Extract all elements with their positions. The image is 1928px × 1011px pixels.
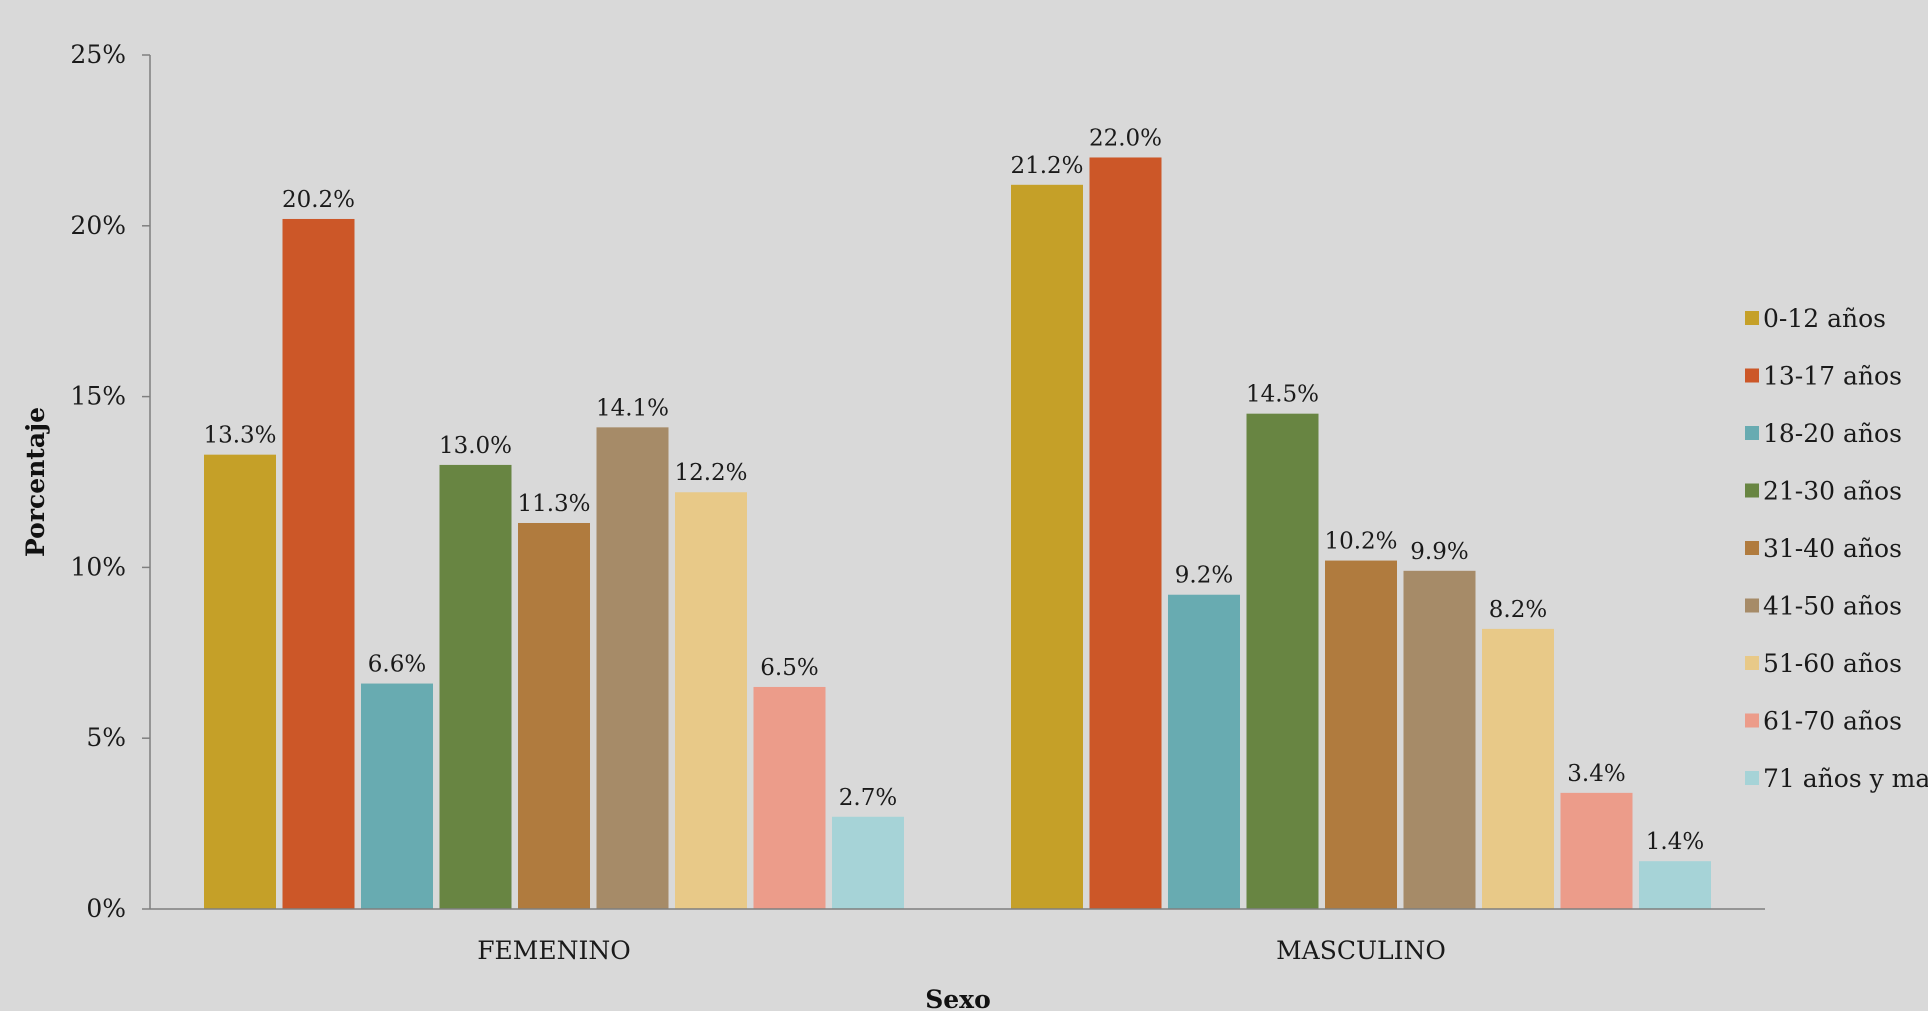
data-label: 8.2% — [1489, 597, 1547, 623]
bar — [1011, 184, 1083, 910]
legend-label: 61-70 años — [1763, 707, 1902, 736]
bar — [675, 492, 747, 909]
data-label: 11.3% — [517, 491, 590, 517]
legend-swatch — [1745, 311, 1759, 325]
data-label: 6.5% — [760, 655, 818, 681]
bar — [1246, 413, 1319, 909]
legend-swatch — [1745, 541, 1759, 555]
legend-label: 21-30 años — [1763, 477, 1902, 506]
data-label: 13.3% — [203, 423, 276, 449]
y-tick-label: 20% — [70, 211, 126, 240]
legend-swatch — [1745, 368, 1759, 383]
data-label: 12.2% — [674, 460, 747, 486]
data-label: 9.2% — [1175, 563, 1233, 589]
data-label: 9.9% — [1410, 539, 1468, 565]
y-axis-title: Porcentaje — [21, 407, 50, 557]
bar — [439, 464, 512, 909]
bar — [518, 522, 590, 909]
bar — [282, 218, 355, 909]
bar — [753, 686, 826, 909]
data-label: 22.0% — [1089, 125, 1162, 151]
data-label: 2.7% — [839, 785, 897, 811]
legend-swatch — [1745, 656, 1759, 670]
legend-swatch — [1745, 713, 1759, 728]
data-labels: 13.3% 21.2% 20.2% 22.0% 6.6% 9.2% 13.0% 14.5% 11… — [203, 125, 1704, 855]
legend: 0-12 años 13-17 años 18-20 años 21-30 años 3… — [1745, 304, 1928, 793]
legend-label: 51-60 años — [1763, 649, 1902, 678]
data-label: 21.2% — [1010, 153, 1083, 179]
y-tick-label: 15% — [70, 382, 126, 411]
bar — [596, 427, 669, 909]
legend-label: 41-50 años — [1763, 592, 1902, 621]
x-category-label: FEMENINO — [477, 936, 631, 965]
bar — [1403, 570, 1476, 909]
bar — [832, 816, 904, 909]
legend-label: 18-20 años — [1763, 419, 1902, 448]
legend-swatch — [1745, 483, 1759, 498]
x-axis-title: Sexo — [925, 985, 991, 1011]
data-label: 14.1% — [596, 395, 669, 421]
legend-label: 31-40 años — [1763, 534, 1902, 563]
bars — [204, 157, 1711, 910]
y-tick-label: 0% — [86, 894, 126, 923]
y-tick-label: 5% — [86, 723, 126, 752]
x-axis-category-labels: FEMENINO MASCULINO — [477, 936, 1446, 965]
bar — [1482, 628, 1554, 909]
bar — [361, 683, 433, 909]
legend-swatch — [1745, 771, 1759, 785]
legend-swatch — [1745, 426, 1759, 440]
data-label: 14.5% — [1246, 382, 1319, 408]
y-tick-label: 10% — [70, 552, 126, 581]
data-label: 13.0% — [439, 433, 512, 459]
bar — [1560, 792, 1633, 909]
bar — [1639, 861, 1711, 909]
y-axis-ticks: 0% 5% 10% 15% 20% 25% — [70, 40, 150, 923]
data-label: 6.6% — [368, 652, 426, 678]
bar — [1089, 157, 1162, 910]
bar — [1168, 594, 1240, 909]
bar — [1325, 560, 1397, 909]
legend-swatch — [1745, 598, 1759, 613]
data-label: 10.2% — [1324, 529, 1397, 555]
data-label: 1.4% — [1646, 829, 1704, 855]
y-tick-label: 25% — [70, 40, 126, 69]
data-label: 20.2% — [282, 187, 355, 213]
data-label: 3.4% — [1567, 761, 1625, 787]
x-category-label: MASCULINO — [1276, 936, 1446, 965]
legend-label: 13-17 años — [1763, 362, 1902, 391]
legend-label: 0-12 años — [1763, 304, 1886, 333]
legend-label: 71 años y ma — [1763, 764, 1928, 793]
bar — [204, 454, 276, 909]
